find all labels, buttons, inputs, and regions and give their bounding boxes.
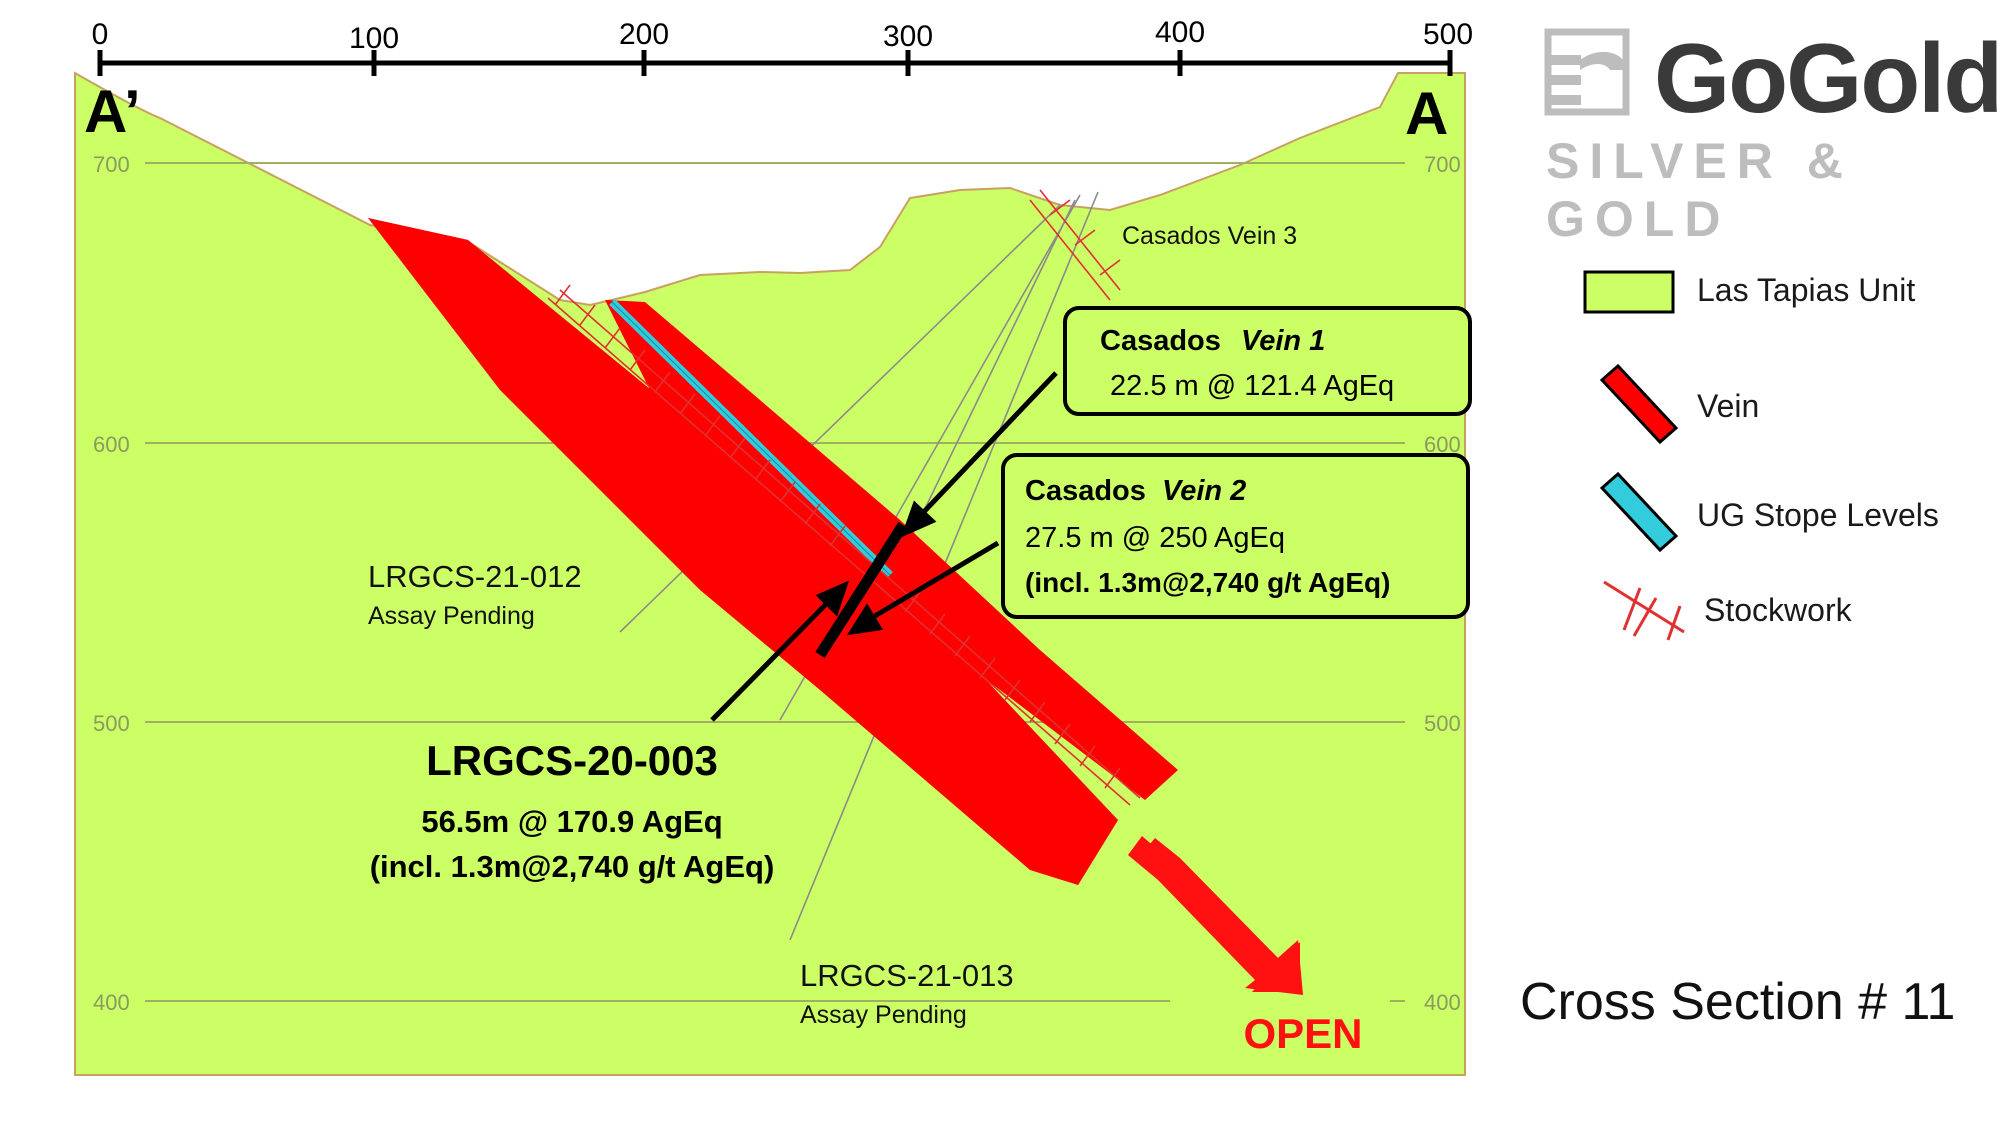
elevation-label-right: 600	[1424, 432, 1461, 457]
elevation-label-left: 500	[93, 711, 130, 736]
logo-wordmark: GoGold	[1654, 23, 2000, 133]
legend-label-vein: Vein	[1697, 388, 1760, 424]
scale-tick-label: 100	[349, 22, 399, 55]
open-label: OPEN	[1243, 1010, 1362, 1057]
scale-tick-label: 200	[619, 18, 669, 51]
elevation-label-right: 700	[1424, 152, 1461, 177]
vein-main-lower	[368, 218, 1118, 885]
vein1-title-a: Casados	[1100, 325, 1221, 357]
logo-tagline: SILVER & GOLD	[1546, 133, 1853, 247]
section-label-left: A’	[84, 78, 141, 145]
intercept-bar	[815, 522, 908, 658]
vein2-title-a: Casados	[1025, 475, 1146, 507]
elevation-label-left: 700	[93, 152, 130, 177]
main-hole-label: LRGCS-20-003	[426, 737, 718, 784]
elevation-label-left: 400	[93, 990, 130, 1015]
legend-vein-icon	[1599, 363, 1679, 445]
vein3-label: Casados Vein 3	[1122, 222, 1297, 250]
scale-tick-label: 0	[92, 18, 109, 51]
cross-section-caption: Cross Section # 11	[1520, 973, 1956, 1031]
legend-label-stope: UG Stope Levels	[1697, 497, 1939, 533]
scale-tick-label: 300	[883, 20, 933, 53]
distance-scale-bar	[97, 50, 1453, 76]
leader-arrows	[710, 371, 1058, 722]
scale-tick-label: 400	[1155, 16, 1205, 49]
stockwork-hatching	[547, 189, 1141, 806]
legend-stockwork-icon	[1603, 580, 1685, 641]
vein1-value: 22.5 m @ 121.4 AgEq	[1110, 370, 1394, 402]
vein2-value: 27.5 m @ 250 AgEq	[1025, 522, 1285, 554]
elevation-label-right: 400	[1424, 990, 1461, 1015]
legend-label-stockwork: Stockwork	[1704, 592, 1852, 628]
main-hole-value: 56.5m @ 170.9 AgEq	[421, 804, 722, 839]
vein2-callout-box	[1001, 453, 1470, 619]
vein1-callout-box	[1063, 306, 1472, 416]
elevation-label-right: 500	[1424, 711, 1461, 736]
vein1-title-b: Vein 1	[1241, 325, 1325, 357]
vein2-title: Casados Vein 2	[1025, 475, 1246, 507]
scale-tick-label: 500	[1423, 18, 1473, 51]
vein2-title-b: Vein 2	[1162, 475, 1246, 507]
elevation-label-left: 600	[93, 432, 130, 457]
hole012-status: Assay Pending	[368, 602, 535, 630]
hole013-name: LRGCS-21-013	[800, 958, 1014, 993]
hole012-name: LRGCS-21-012	[368, 559, 582, 594]
vein1-title: Casados Vein 1	[1100, 325, 1325, 357]
main-hole-incl: (incl. 1.3m@2,740 g/t AgEq)	[370, 849, 775, 884]
hole013-status: Assay Pending	[800, 1001, 967, 1029]
gogold-logo-icon	[1544, 28, 1630, 116]
legend-label-unit: Las Tapias Unit	[1697, 272, 1916, 308]
legend-stope-icon	[1599, 471, 1679, 553]
vein2-incl: (incl. 1.3m@2,740 g/t AgEq)	[1025, 567, 1390, 598]
legend-unit-icon	[1583, 270, 1675, 314]
section-label-right: A	[1405, 80, 1448, 147]
